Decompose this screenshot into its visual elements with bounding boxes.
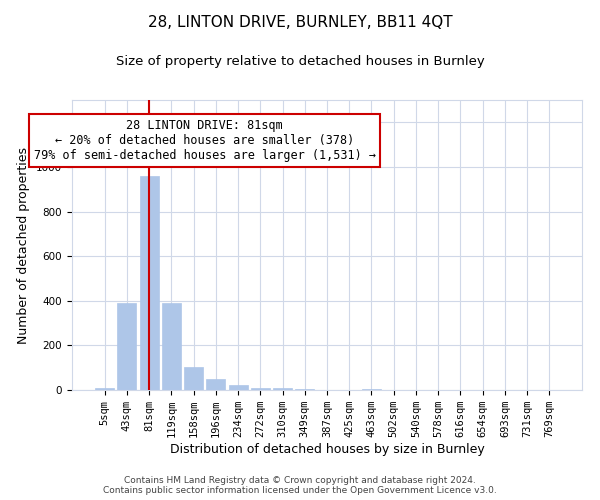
- Y-axis label: Number of detached properties: Number of detached properties: [17, 146, 31, 344]
- Text: Size of property relative to detached houses in Burnley: Size of property relative to detached ho…: [116, 55, 484, 68]
- Bar: [295, 389, 314, 390]
- Bar: [184, 366, 203, 390]
- X-axis label: Distribution of detached houses by size in Burnley: Distribution of detached houses by size …: [170, 443, 484, 456]
- Bar: [362, 389, 381, 390]
- Text: 28 LINTON DRIVE: 81sqm
← 20% of detached houses are smaller (378)
79% of semi-de: 28 LINTON DRIVE: 81sqm ← 20% of detached…: [34, 119, 376, 162]
- Bar: [162, 303, 181, 390]
- Bar: [95, 388, 114, 390]
- Bar: [206, 380, 225, 390]
- Bar: [229, 385, 248, 390]
- Bar: [140, 176, 158, 390]
- Bar: [273, 388, 292, 390]
- Text: Contains HM Land Registry data © Crown copyright and database right 2024.
Contai: Contains HM Land Registry data © Crown c…: [103, 476, 497, 495]
- Bar: [251, 388, 270, 390]
- Text: 28, LINTON DRIVE, BURNLEY, BB11 4QT: 28, LINTON DRIVE, BURNLEY, BB11 4QT: [148, 15, 452, 30]
- Bar: [118, 303, 136, 390]
